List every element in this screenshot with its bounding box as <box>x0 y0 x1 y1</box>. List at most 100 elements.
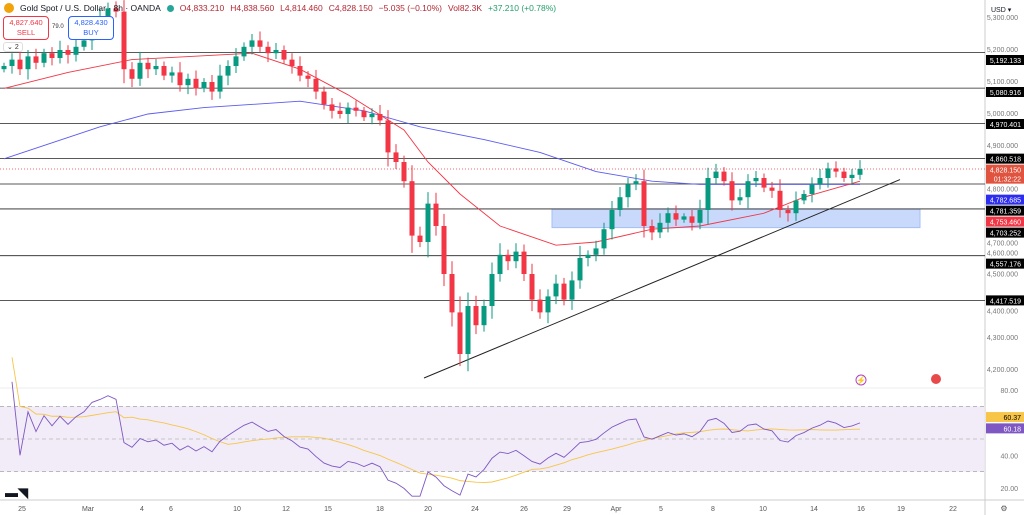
price-tag <box>986 164 1024 184</box>
buy-price: 4,828.430 <box>74 18 108 27</box>
level-tag-label: 4,753.460 <box>990 220 1021 227</box>
ohlc-close: C4,828.150 <box>328 3 373 13</box>
candle-body <box>161 66 167 76</box>
candle-body <box>481 306 487 326</box>
candle-body <box>625 184 631 198</box>
candle-body <box>465 306 471 354</box>
candle-body <box>73 46 79 55</box>
candle-body <box>425 203 431 242</box>
buy-label: BUY <box>83 28 99 37</box>
candle-body <box>145 62 151 70</box>
time-tick-label: Mar <box>82 506 95 513</box>
candle-body <box>217 75 223 92</box>
candle-body <box>785 210 791 214</box>
level-tag-label: 4,860.518 <box>990 157 1021 164</box>
rsi-tag <box>986 423 1024 434</box>
level-tag-label: 4,557.176 <box>990 262 1021 269</box>
flash-event-icon <box>855 374 867 386</box>
trendline <box>423 179 901 379</box>
candle-body <box>433 203 439 226</box>
candle-body <box>1 66 7 70</box>
candle-body <box>225 66 231 76</box>
sell-button[interactable]: 4,827.640 SELL <box>3 16 49 40</box>
time-tick-label: 15 <box>324 506 332 513</box>
symbol-title[interactable]: Gold Spot / U.S. Dollar · 8h · OANDA <box>20 3 161 13</box>
time-tick-label: 16 <box>857 506 865 513</box>
candle-body <box>137 62 143 79</box>
candle-body <box>641 181 647 226</box>
candle-body <box>345 107 351 114</box>
candle-body <box>721 171 727 182</box>
candle-body <box>409 181 415 236</box>
level-tag <box>986 258 1024 269</box>
time-tick-label: 14 <box>810 506 818 513</box>
candle-body <box>273 50 279 54</box>
time-tick-label: 20 <box>424 506 432 513</box>
candle-body <box>585 254 591 258</box>
candle-body <box>857 168 863 175</box>
rsi-tick-label: 40.00 <box>1000 453 1018 460</box>
candle-body <box>649 226 655 233</box>
candle-body <box>377 114 383 121</box>
level-tag-label: 5,080.916 <box>990 90 1021 97</box>
candle-body <box>81 40 87 47</box>
candle-body <box>241 46 247 57</box>
level-tag-label: 4,781.359 <box>990 209 1021 216</box>
candle-body <box>33 56 39 63</box>
candle-body <box>321 91 327 105</box>
level-tag-label: 4,782.685 <box>990 198 1021 205</box>
candle-body <box>169 72 175 76</box>
level-tag-label: 4,970.401 <box>990 122 1021 129</box>
ma-fast-line <box>3 52 861 246</box>
buy-button[interactable]: 4,828.430 BUY <box>68 16 114 40</box>
candle-body <box>561 283 567 300</box>
rsi-ma-tag <box>986 412 1024 423</box>
indicator-count: 2 <box>14 44 19 51</box>
us-flag-icon <box>931 374 941 384</box>
price-tick-label: 4,700.000 <box>987 241 1018 248</box>
price-tick-label: 5,300.000 <box>987 15 1018 22</box>
candle-body <box>297 66 303 76</box>
candle-body <box>705 178 711 210</box>
price-tick-label: 5,100.000 <box>987 79 1018 86</box>
rsi-tick-label: 80.00 <box>1000 388 1018 395</box>
countdown-label: 01:32:22 <box>994 177 1021 184</box>
time-tick-label: 5 <box>659 506 663 513</box>
price-tick-label: 4,500.000 <box>987 272 1018 279</box>
price-tick-label: 4,200.000 <box>987 367 1018 374</box>
candle-body <box>737 197 743 201</box>
settings-icon[interactable]: ⚙ <box>1000 504 1007 513</box>
candle-body <box>361 110 367 118</box>
level-tag <box>986 87 1024 97</box>
candle-body <box>369 114 375 118</box>
time-tick-label: 22 <box>949 506 957 513</box>
candle-body <box>441 226 447 274</box>
time-tick-label: 26 <box>520 506 528 513</box>
candle-body <box>289 59 295 66</box>
candle-body <box>209 82 215 92</box>
currency-selector[interactable]: USD ▾ <box>991 7 1012 14</box>
collapse-indicators-button[interactable]: ⌄ 2 <box>3 42 23 52</box>
candle-body <box>505 254 511 262</box>
price-tick-label: 5,200.000 <box>987 47 1018 54</box>
candle-body <box>193 78 199 89</box>
level-tag-label: 4,703.252 <box>990 231 1021 238</box>
candle-body <box>673 213 679 220</box>
candle-body <box>489 274 495 306</box>
candle-body <box>337 110 343 114</box>
price-tick-label: 5,000.000 <box>987 111 1018 118</box>
rsi-tick-label: 20.00 <box>1000 486 1018 493</box>
time-tick-label: 24 <box>471 506 479 513</box>
time-tick-label: 10 <box>759 506 767 513</box>
candle-body <box>753 178 759 182</box>
candle-body <box>777 190 783 210</box>
candle-body <box>793 200 799 214</box>
candle-body <box>529 274 535 300</box>
candle-body <box>521 251 527 274</box>
gold-symbol-icon <box>4 3 14 13</box>
rsi-line <box>11 381 861 497</box>
candle-body <box>257 40 263 47</box>
ohlc-low: L4,814.460 <box>280 3 323 13</box>
level-tag <box>986 194 1024 205</box>
